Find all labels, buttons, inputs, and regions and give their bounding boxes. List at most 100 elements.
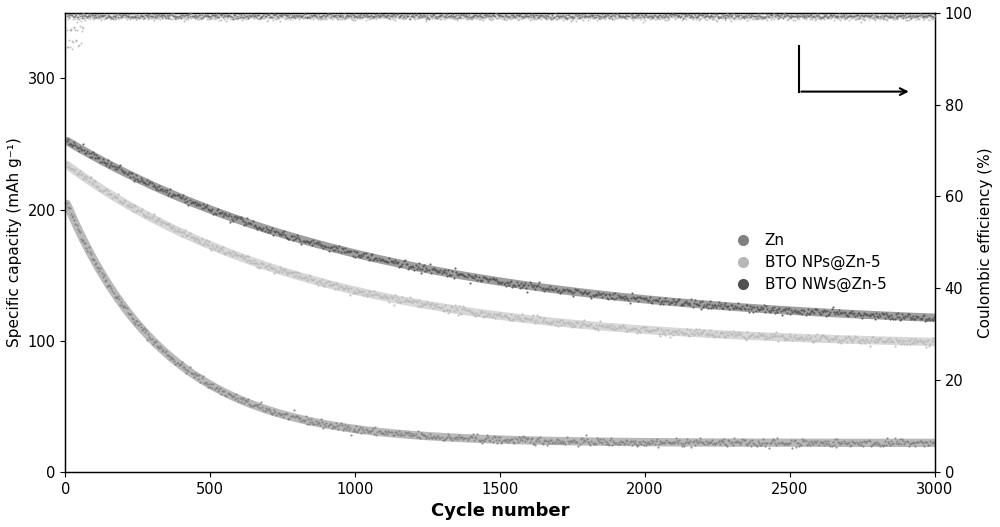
Point	[821, 440, 837, 448]
Point	[754, 12, 770, 20]
Point	[611, 437, 627, 446]
Point	[511, 12, 527, 20]
Point	[235, 14, 251, 22]
Point	[621, 12, 637, 21]
Point	[102, 161, 118, 169]
Point	[827, 309, 843, 318]
Point	[582, 14, 598, 22]
Point	[645, 13, 661, 21]
Point	[441, 271, 457, 279]
Point	[769, 433, 785, 442]
Point	[189, 199, 205, 208]
Point	[788, 11, 804, 19]
Point	[205, 10, 221, 18]
Point	[884, 337, 900, 345]
Point	[381, 254, 397, 262]
Point	[82, 15, 98, 23]
Point	[360, 290, 376, 298]
Point	[602, 14, 618, 22]
Point	[652, 300, 668, 308]
Point	[145, 13, 161, 22]
Point	[771, 438, 787, 447]
Point	[464, 11, 480, 19]
Point	[719, 9, 735, 17]
Point	[190, 11, 206, 19]
Point	[371, 254, 387, 262]
Point	[490, 279, 506, 287]
Point	[205, 243, 221, 252]
Point	[690, 14, 706, 22]
Point	[584, 12, 600, 20]
Point	[885, 315, 901, 323]
Point	[514, 283, 530, 291]
Point	[285, 236, 301, 245]
Point	[193, 14, 209, 22]
Point	[236, 253, 252, 261]
Point	[225, 247, 241, 256]
Point	[634, 11, 650, 19]
Point	[213, 11, 229, 19]
Point	[139, 11, 155, 19]
Point	[487, 12, 503, 20]
Point	[504, 434, 520, 443]
Point	[102, 14, 118, 22]
Point	[778, 13, 794, 22]
Point	[716, 12, 732, 20]
Point	[436, 306, 452, 315]
Point	[71, 227, 87, 236]
Point	[327, 246, 343, 255]
Point	[405, 431, 421, 440]
Point	[257, 263, 273, 271]
Point	[485, 274, 501, 282]
Point	[921, 314, 937, 322]
Point	[236, 13, 252, 22]
Point	[818, 12, 834, 20]
Point	[176, 16, 192, 25]
Point	[406, 13, 422, 21]
Point	[535, 12, 551, 20]
Point	[919, 316, 935, 325]
Point	[272, 230, 288, 238]
Point	[414, 430, 430, 438]
Point	[614, 13, 630, 21]
Point	[700, 438, 716, 446]
Point	[124, 12, 140, 21]
Point	[832, 16, 848, 24]
Point	[346, 13, 362, 21]
Point	[770, 336, 786, 345]
Point	[134, 12, 150, 21]
Point	[906, 438, 922, 447]
Point	[920, 336, 936, 344]
Point	[501, 13, 517, 22]
Point	[473, 13, 489, 21]
Point	[275, 10, 291, 18]
Point	[468, 14, 484, 23]
Point	[923, 14, 939, 23]
Point	[274, 13, 290, 21]
Point	[845, 310, 861, 318]
Point	[613, 294, 629, 302]
Point	[691, 11, 707, 19]
Point	[136, 14, 152, 22]
Point	[61, 11, 77, 19]
Point	[537, 285, 553, 294]
Point	[758, 14, 774, 23]
Point	[658, 297, 674, 306]
Point	[540, 12, 556, 20]
Point	[818, 439, 834, 447]
Point	[757, 335, 773, 343]
Point	[430, 432, 446, 441]
Point	[140, 12, 156, 21]
Point	[310, 10, 326, 18]
Point	[499, 14, 515, 22]
Point	[673, 300, 689, 309]
Point	[704, 300, 720, 309]
Point	[303, 13, 319, 22]
Point	[120, 169, 136, 178]
Point	[160, 12, 176, 20]
Point	[661, 15, 677, 24]
Point	[269, 12, 285, 21]
Point	[677, 12, 693, 21]
Point	[194, 374, 210, 383]
Point	[832, 12, 848, 20]
